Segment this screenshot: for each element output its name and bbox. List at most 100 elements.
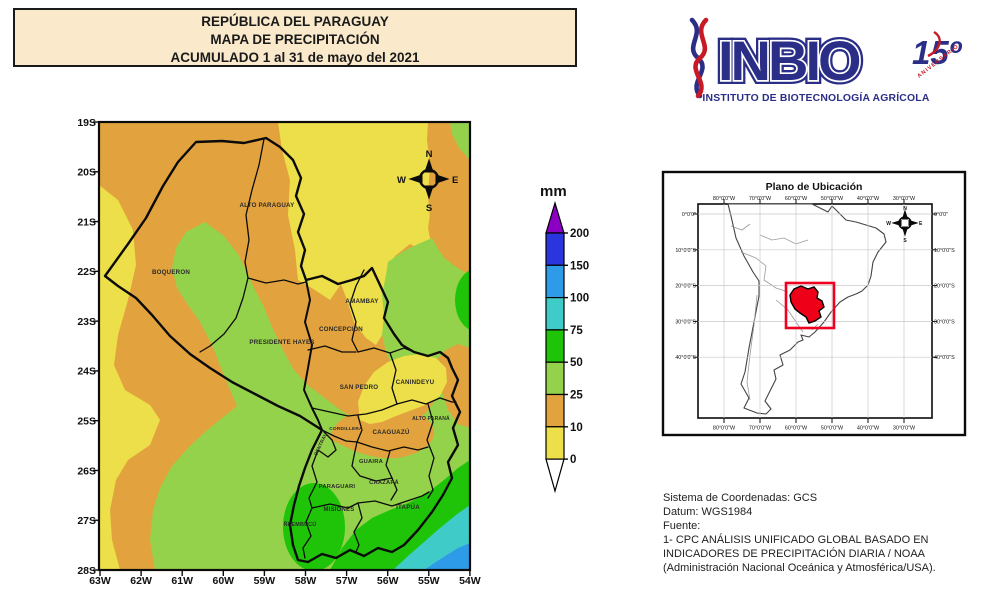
map-compass-letter: N [426,149,433,160]
inset-lon-label-bottom: 50°0'0"W [821,426,844,432]
precip-zone-darkgreen-east-edge [455,270,470,330]
paraguay-precipitation-map [99,122,470,570]
inset-lon-label-top: 60°0'0"W [785,196,808,202]
map-compass-letter: E [452,175,458,186]
department-label: PRESIDENTE HAYES [249,339,314,346]
department-label: ALTO PARAGUAY [240,202,296,209]
lon-axis-label: 58W [295,575,317,587]
department-label: GUAIRA [359,459,384,465]
legend-seg-50 [545,361,565,396]
department-label: CAAZAPÁ [369,479,399,486]
inset-lon-label-bottom: 30°0'0"W [893,426,916,432]
precip-zone-yellow-northeast [278,122,438,345]
lon-axis-label: 59W [254,575,276,587]
anniversary-swoosh-icon [927,30,941,58]
lon-axis-label: 62W [130,575,152,587]
inset-lon-label-top: 30°0'0"W [893,196,916,202]
lon-axis-label: 56W [377,575,399,587]
legend-value-label: 0 [570,454,576,466]
precip-zone-blue-southeast-corner [424,543,470,570]
map-compass-icon [408,158,450,200]
inset-lat-label-right: 20°0'0"S [934,284,955,290]
anniversary-number: 15º [912,34,963,71]
lat-axis-label: 20S [77,167,96,179]
title-line-map-type: MAPA DE PRECIPITACIÓN [210,31,380,47]
precip-zone-yellow-west-band [99,185,160,570]
department-label: CANINDEYU [396,379,435,386]
lon-axis-label: 61W [171,575,193,587]
department-label: PARAGUARI [319,484,356,490]
inset-ticks [693,199,937,423]
inset-compass-icon [891,209,919,237]
precipitation-legend: mm [540,183,567,494]
lon-axis-label: 54W [459,575,481,587]
title-box: REPÚBLICA DEL PARAGUAY MAPA DE PRECIPITA… [13,8,577,67]
department-borders [103,136,462,564]
inset-compass-letter: W [886,221,891,227]
lat-axis-label: 24S [77,366,96,378]
legend-arrow-top [545,200,565,234]
inset-grid [698,204,932,418]
legend-value-label: 150 [570,260,589,272]
lat-axis-label: 26S [77,465,96,477]
legend-seg-100 [545,297,565,331]
map-compass-letter: S [426,203,432,214]
legend-unit-label: mm [540,183,567,200]
lat-axis-label: 21S [77,216,96,228]
map-compass-letter: W [397,175,406,186]
map-axis-ticks [93,121,568,576]
inset-lat-label-left: 10°0'0"S [675,248,696,254]
credits-block: Sistema de Coordenadas: GCS Datum: WGS19… [663,491,998,575]
inset-lon-label-top: 40°0'0"W [857,196,880,202]
lat-axis-label: 22S [77,266,96,278]
title-line-period: ACUMULADO 1 al 31 de mayo del 2021 [170,49,420,65]
lat-axis-label: 27S [77,515,96,527]
inbio-wordmark: INBIO INBIO [714,25,867,96]
legend-seg-75 [545,329,565,363]
legend-value-label: 50 [570,357,583,369]
inset-lat-label-right: 40°0'0"S [934,355,955,361]
department-label: CORDILLERA [329,426,363,432]
inset-lat-label-right: 30°0'0"S [934,319,955,325]
credits-source-detail: 1- CPC ANÁLISIS UNIFICADO GLOBAL BASADO … [663,534,936,575]
inset-title: Plano de Ubicación [766,181,863,193]
paraguay-shape-red [789,285,825,324]
department-label: MISIONES [324,507,355,513]
inset-lon-label-top: 80°0'0"W [713,196,736,202]
legend-value-label: 25 [570,390,583,402]
legend-value-label: 75 [570,325,583,337]
inset-lat-label-right: 0°0'0" [934,212,948,218]
inset-lat-label-right: 10°0'0"S [934,248,955,254]
inset-lat-label-left: 0°0'0" [682,212,696,218]
map-frame [97,120,472,572]
department-label: SAN PEDRO [340,384,379,391]
department-label: ITAPÚA [396,504,420,511]
legend-seg-200 [545,232,565,266]
lon-axis-label: 55W [418,575,440,587]
inset-compass-letter: S [903,238,907,244]
paraguay-river [303,279,323,431]
lon-axis-label: 57W [336,575,358,587]
department-label: ALTO PARANÁ [412,415,450,422]
inset-lon-label-top: 50°0'0"W [821,196,844,202]
inset-lon-label-bottom: 80°0'0"W [713,426,736,432]
department-label: CONCEPCIÓN [319,325,363,333]
inset-compass-letter: E [919,221,923,227]
lat-axis-label: 28S [77,565,96,577]
inset-lat-label-left: 20°0'0"S [675,284,696,290]
precip-zone-green-ne-corner [450,122,470,160]
precip-zone-darkgreen-southeast [330,460,470,570]
paraguay-country-border [103,136,462,564]
legend-seg-25 [545,393,565,428]
dna-helix-icon [689,17,709,99]
legend-value-label: 100 [570,293,589,305]
department-label: CAAGUAZÚ [372,429,409,436]
paraguay-locator-box [784,281,836,330]
location-inset: Plano de Ubicación [661,170,967,437]
inset-lat-label-left: 30°0'0"S [675,319,696,325]
anniversary-badge: 15º ANIVERSARIO [912,30,963,80]
legend-seg-10 [545,426,565,460]
logo-subtitle: INSTITUTO DE BIOTECNOLOGÍA AGRÍCOLA [702,91,929,104]
